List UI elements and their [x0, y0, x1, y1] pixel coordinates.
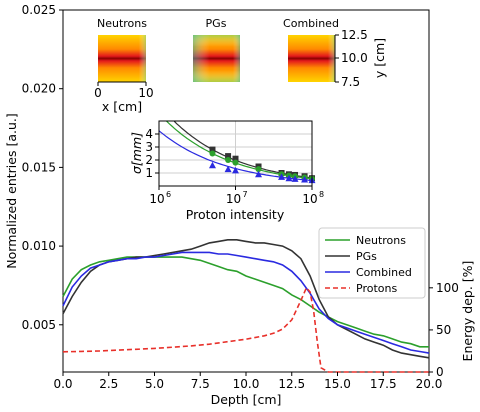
inset-y-tick-label: 4: [145, 127, 153, 141]
y-axis-label: Normalized entries [a.u.]: [4, 113, 19, 268]
inset-x-label: Proton intensity: [186, 207, 285, 222]
x-tick-label: 17.5: [370, 377, 397, 391]
inset-point: [225, 157, 232, 163]
y-tick-label: 0.015: [22, 160, 56, 174]
y-tick-label: 0.010: [22, 239, 56, 253]
x-tick-label: 7.5: [191, 377, 210, 391]
heatmaps: Neutrons PGs Combined 0 10 x [cm] 12.5 1…: [94, 17, 387, 114]
inset-point: [278, 173, 286, 180]
heatmap-ytick-7.5: 7.5: [341, 75, 360, 89]
series-line-protons: [62, 286, 429, 373]
inset-point: [285, 174, 293, 182]
inset-point: [232, 166, 239, 174]
y2-tick-label: 100: [436, 281, 459, 295]
x-tick-label: 15.0: [324, 377, 351, 391]
heatmap-title-combined: Combined: [283, 17, 339, 30]
legend: Neutrons PGs Combined Protons: [318, 227, 426, 299]
x-tick-label: 12.5: [278, 377, 305, 391]
legend-pgs-label: PGs: [356, 250, 377, 263]
inset-point: [208, 161, 216, 169]
y-tick-label: 0.020: [22, 82, 56, 96]
y2-tick-label: 50: [436, 323, 451, 337]
y-tick-label: 0.005: [22, 318, 56, 332]
heatmap-combined: [288, 35, 335, 82]
x-tick-label: 2.5: [99, 377, 118, 391]
inset-y-tick-label: 3: [145, 140, 153, 154]
inset-point: [301, 176, 309, 183]
x-tick-label: 0.0: [53, 377, 72, 391]
legend-protons-label: Protons: [356, 282, 397, 295]
inset-x-tick-exp: 8: [319, 190, 324, 199]
inset-point: [232, 159, 239, 166]
inset-x-tick-exp: 6: [166, 190, 171, 199]
legend-neutrons-label: Neutrons: [356, 234, 406, 247]
inset-point: [291, 175, 299, 182]
inset-point: [209, 150, 216, 157]
inset-point: [209, 146, 216, 153]
heatmap-x-label: x [cm]: [102, 99, 142, 114]
inset-x-tick-label: 10: [302, 192, 317, 206]
x-tick-label: 20.0: [416, 377, 443, 391]
inset-point: [232, 155, 239, 162]
heatmap-title-neutrons: Neutrons: [97, 17, 147, 30]
heatmap-pgs: [193, 35, 240, 82]
inset-point: [255, 170, 263, 178]
inset-point: [255, 166, 262, 173]
inset-x-tick-label: 10: [149, 192, 164, 206]
heatmap-xtick-10: 10: [138, 86, 153, 100]
inset-y-tick-label: 2: [145, 153, 153, 167]
heatmap-y-label: y [cm]: [372, 38, 387, 78]
heatmap-ytick-12.5: 12.5: [341, 28, 368, 42]
inset-x-tick-exp: 7: [243, 190, 248, 199]
x-tick-label: 10.0: [233, 377, 260, 391]
x-tick-label: 5.0: [145, 377, 164, 391]
inset-x-tick-label: 10: [226, 192, 241, 206]
y2-tick-label: 0: [436, 365, 444, 379]
heatmap-title-pgs: PGs: [206, 17, 227, 30]
inset-point: [224, 165, 232, 173]
x-axis-label: Depth [cm]: [211, 392, 282, 407]
heatmap-xtick-0: 0: [94, 86, 102, 100]
series-line-combined: [62, 251, 430, 354]
inset-point: [225, 153, 232, 160]
y2-axis-label: Energy dep. [%]: [460, 261, 475, 362]
legend-combined-label: Combined: [356, 266, 412, 279]
inset-y-label: σ[mm]: [129, 132, 144, 174]
heatmap-neutrons: [98, 35, 146, 82]
inset-y-tick-label: 1: [145, 166, 153, 180]
series-line-neutrons: [62, 256, 429, 348]
inset-frame: [158, 120, 313, 187]
y-tick-label: 0.025: [22, 3, 56, 17]
heatmap-ytick-10.0: 10.0: [341, 51, 368, 65]
